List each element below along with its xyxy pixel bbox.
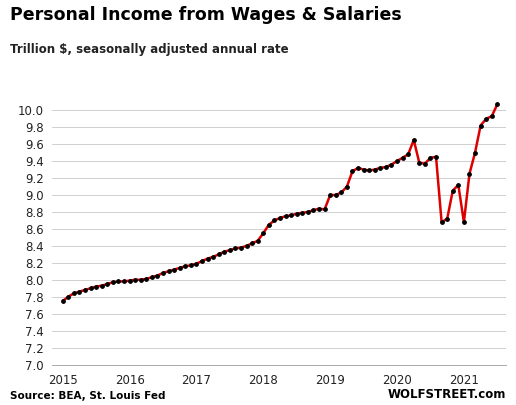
Point xyxy=(75,288,84,295)
Point xyxy=(426,154,434,161)
Point xyxy=(165,268,173,275)
Point xyxy=(337,189,345,196)
Point xyxy=(248,240,256,247)
Point xyxy=(70,290,78,296)
Point xyxy=(137,277,145,283)
Point xyxy=(92,284,100,290)
Point xyxy=(293,211,301,217)
Point xyxy=(125,277,134,284)
Point xyxy=(343,183,351,190)
Point xyxy=(315,205,323,212)
Text: Source: BEA, St. Louis Fed: Source: BEA, St. Louis Fed xyxy=(10,391,166,401)
Point xyxy=(115,278,123,285)
Point xyxy=(175,264,184,271)
Point xyxy=(131,277,139,283)
Point xyxy=(226,247,234,254)
Text: WOLFSTREET.com: WOLFSTREET.com xyxy=(388,388,506,401)
Point xyxy=(443,215,452,222)
Point xyxy=(59,298,67,304)
Point xyxy=(98,282,106,289)
Point xyxy=(159,270,167,276)
Point xyxy=(109,279,117,286)
Point xyxy=(192,260,201,267)
Point xyxy=(215,251,223,258)
Point xyxy=(488,113,496,119)
Point xyxy=(370,166,379,173)
Point xyxy=(320,206,329,213)
Point xyxy=(398,154,407,161)
Point xyxy=(304,209,312,215)
Point xyxy=(170,266,179,273)
Point xyxy=(287,212,295,219)
Point xyxy=(354,165,362,171)
Point xyxy=(376,165,384,171)
Point xyxy=(482,115,490,122)
Point xyxy=(365,167,373,174)
Point xyxy=(231,245,239,252)
Point xyxy=(220,249,229,255)
Point xyxy=(421,160,429,167)
Point xyxy=(237,244,245,251)
Point xyxy=(460,219,468,225)
Point xyxy=(209,254,217,260)
Point xyxy=(142,276,151,282)
Point xyxy=(309,207,317,213)
Point xyxy=(465,171,474,177)
Point xyxy=(476,122,485,129)
Point xyxy=(259,230,267,237)
Point xyxy=(87,285,95,292)
Point xyxy=(276,215,284,221)
Point xyxy=(393,158,401,164)
Point xyxy=(103,281,111,287)
Point xyxy=(454,181,462,188)
Point xyxy=(181,263,189,269)
Point xyxy=(187,262,195,269)
Point xyxy=(448,188,457,194)
Point xyxy=(153,272,162,279)
Point xyxy=(404,151,412,158)
Point xyxy=(254,238,262,244)
Point xyxy=(388,161,396,168)
Text: Personal Income from Wages & Salaries: Personal Income from Wages & Salaries xyxy=(10,6,402,24)
Point xyxy=(281,213,289,220)
Point xyxy=(410,137,418,143)
Point xyxy=(471,149,479,156)
Point xyxy=(203,255,212,262)
Point xyxy=(243,243,251,249)
Point xyxy=(382,164,390,170)
Point xyxy=(120,278,128,285)
Point xyxy=(415,160,424,166)
Text: Trillion $, seasonally adjusted annual rate: Trillion $, seasonally adjusted annual r… xyxy=(10,43,289,55)
Point xyxy=(298,209,307,216)
Point xyxy=(265,222,273,228)
Point xyxy=(326,192,334,198)
Point xyxy=(198,258,206,264)
Point xyxy=(432,153,440,160)
Point xyxy=(332,192,340,198)
Point xyxy=(81,287,89,293)
Point xyxy=(64,294,72,300)
Point xyxy=(148,274,156,280)
Point xyxy=(438,219,446,225)
Point xyxy=(348,168,357,175)
Point xyxy=(360,166,368,173)
Point xyxy=(493,101,502,108)
Point xyxy=(270,217,279,224)
